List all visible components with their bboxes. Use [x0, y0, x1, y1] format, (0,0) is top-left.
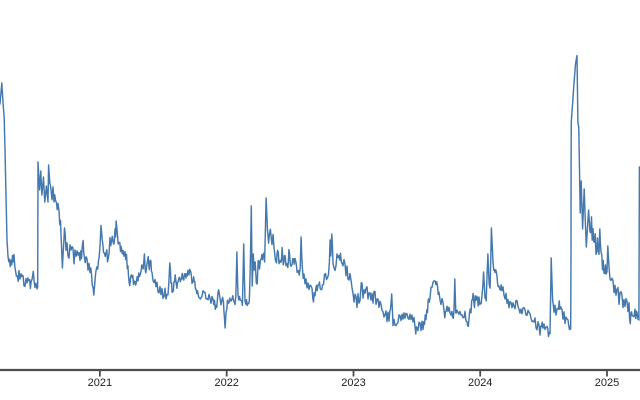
svg-text:2022: 2022 [214, 377, 238, 389]
svg-text:2025: 2025 [595, 377, 619, 389]
svg-text:2024: 2024 [468, 377, 492, 389]
svg-text:2023: 2023 [341, 377, 365, 389]
svg-text:2021: 2021 [88, 377, 112, 389]
